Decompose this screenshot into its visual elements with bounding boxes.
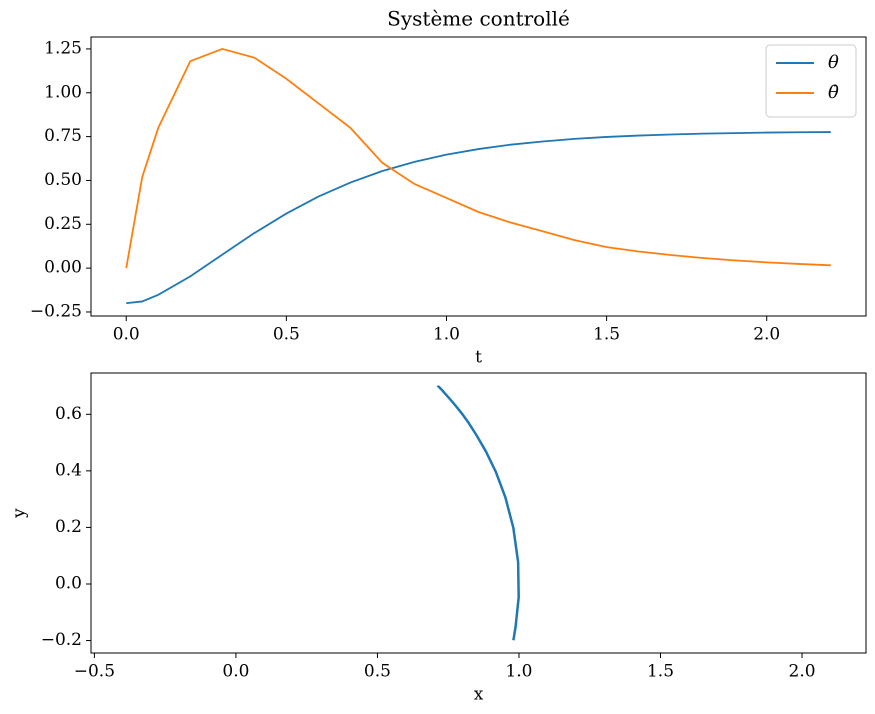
x-axis-label: x xyxy=(474,685,484,705)
x-tick-label: 0.0 xyxy=(113,325,140,345)
legend-label: θ xyxy=(828,52,839,73)
axes-frame xyxy=(90,36,867,317)
y-tick-label: 1.25 xyxy=(44,38,82,58)
y-tick-label: 0.0 xyxy=(55,573,82,593)
x-tick-label: 1.0 xyxy=(433,325,460,345)
plot-area xyxy=(436,385,520,641)
y-tick-label: 0.2 xyxy=(55,517,82,537)
y-tick-label: 0.50 xyxy=(44,170,82,190)
x-tick-label: 1.5 xyxy=(647,662,674,682)
y-tick-label: 0.6 xyxy=(55,404,82,424)
legend: θ θ̇ xyxy=(765,44,857,118)
legend-label: θ̇ xyxy=(828,82,839,103)
x-tick-label: 0.0 xyxy=(222,662,249,682)
y-tick-label: 0.25 xyxy=(44,214,82,234)
chart: Système controllé 0.0 0.5 1.0 1.5 2.0 −0.25 0.0… xyxy=(30,7,867,368)
y-tick-label: 1.00 xyxy=(44,82,82,102)
data-line xyxy=(125,47,831,269)
y-tick-label: 0.4 xyxy=(55,460,82,480)
data-line xyxy=(436,385,520,641)
x-tick-label: 1.5 xyxy=(593,325,620,345)
chart-title: Système controllé xyxy=(387,7,570,31)
legend-box xyxy=(765,44,857,118)
y-tick-label: −0.25 xyxy=(30,301,82,321)
data-line xyxy=(126,131,831,305)
x-tick-label: 0.5 xyxy=(364,662,391,682)
x-tick-label: 1.0 xyxy=(505,662,532,682)
x-tick-label: −0.5 xyxy=(74,662,115,682)
y-tick-label: 0.00 xyxy=(44,258,82,278)
x-axis-label: t xyxy=(475,348,482,368)
x-tick-label: 2.0 xyxy=(789,662,816,682)
axes-frame xyxy=(90,372,867,654)
x-tick-label: 0.5 xyxy=(273,325,300,345)
x-tick-label: 2.0 xyxy=(753,325,780,345)
y-tick-label: −0.2 xyxy=(41,630,82,650)
plot-area xyxy=(125,47,831,305)
y-tick-label: 0.75 xyxy=(44,126,82,146)
y-axis-label: y xyxy=(10,508,30,519)
chart: −0.5 0.0 0.5 1.0 1.5 2.0 −0.2 0.0 0.2 0.4 0.6 x y xyxy=(10,372,867,705)
